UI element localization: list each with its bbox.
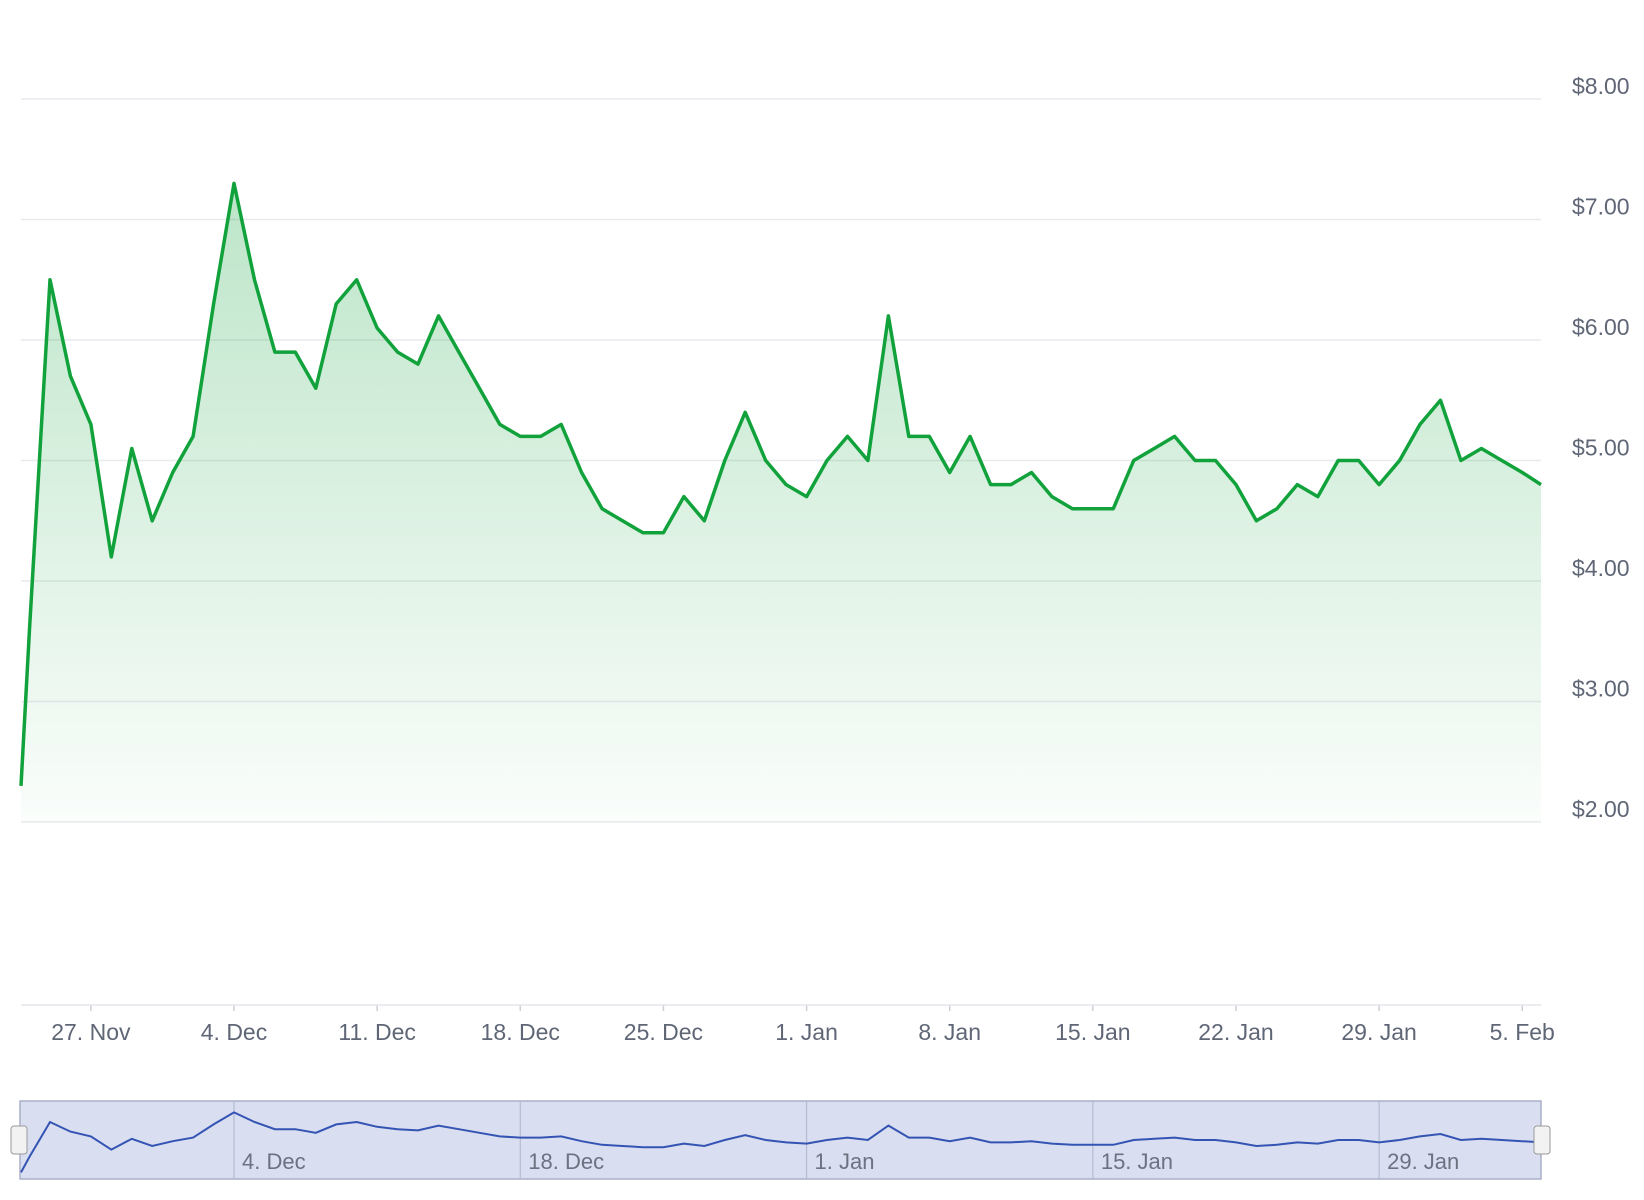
price-area [21, 183, 1541, 822]
y-tick-label: $7.00 [1572, 194, 1630, 220]
x-tick-label: 29. Jan [1341, 1019, 1416, 1045]
x-tick-label: 22. Jan [1198, 1019, 1273, 1045]
x-tick-label: 4. Dec [201, 1019, 267, 1045]
navigator-layer: 4. Dec 18. Dec 1. Jan 15. Jan 29. Jan [20, 1101, 1542, 1179]
y-tick-label: $8.00 [1572, 73, 1630, 99]
x-tick-label: 11. Dec [338, 1019, 416, 1045]
y-tick-label: $3.00 [1572, 676, 1630, 702]
y-tick-label: $6.00 [1572, 314, 1630, 340]
navigator-tick-label: 1. Jan [815, 1149, 875, 1174]
plot-layer [19, 181, 1542, 822]
navigator-line [20, 1111, 1542, 1173]
price-line [19, 181, 1542, 786]
navigator-handle-left[interactable] [10, 1125, 28, 1155]
x-tick-label: 27. Nov [51, 1019, 131, 1045]
navigator-handle-right[interactable] [1533, 1125, 1551, 1155]
y-tick-label: $5.00 [1572, 435, 1630, 461]
x-tick-label: 25. Dec [624, 1019, 703, 1045]
x-tick-label: 5. Feb [1490, 1019, 1555, 1045]
navigator[interactable] [19, 1100, 1542, 1180]
x-tick-label: 8. Jan [918, 1019, 981, 1045]
x-tick-label: 18. Dec [481, 1019, 560, 1045]
navigator-tick-label: 15. Jan [1101, 1149, 1173, 1174]
navigator-tick-label: 18. Dec [528, 1149, 604, 1174]
y-tick-label: $2.00 [1572, 796, 1630, 822]
y-tick-label: $4.00 [1572, 555, 1630, 581]
navigator-tick-label: 4. Dec [242, 1149, 306, 1174]
x-tick-label: 15. Jan [1055, 1019, 1130, 1045]
grid-layer: $2.00 $3.00 $4.00 $5.00 $6.00 $7.00 $8.00 27. N… [21, 73, 1630, 1045]
x-tick-label: 1. Jan [775, 1019, 838, 1045]
navigator-tick-label: 29. Jan [1387, 1149, 1459, 1174]
